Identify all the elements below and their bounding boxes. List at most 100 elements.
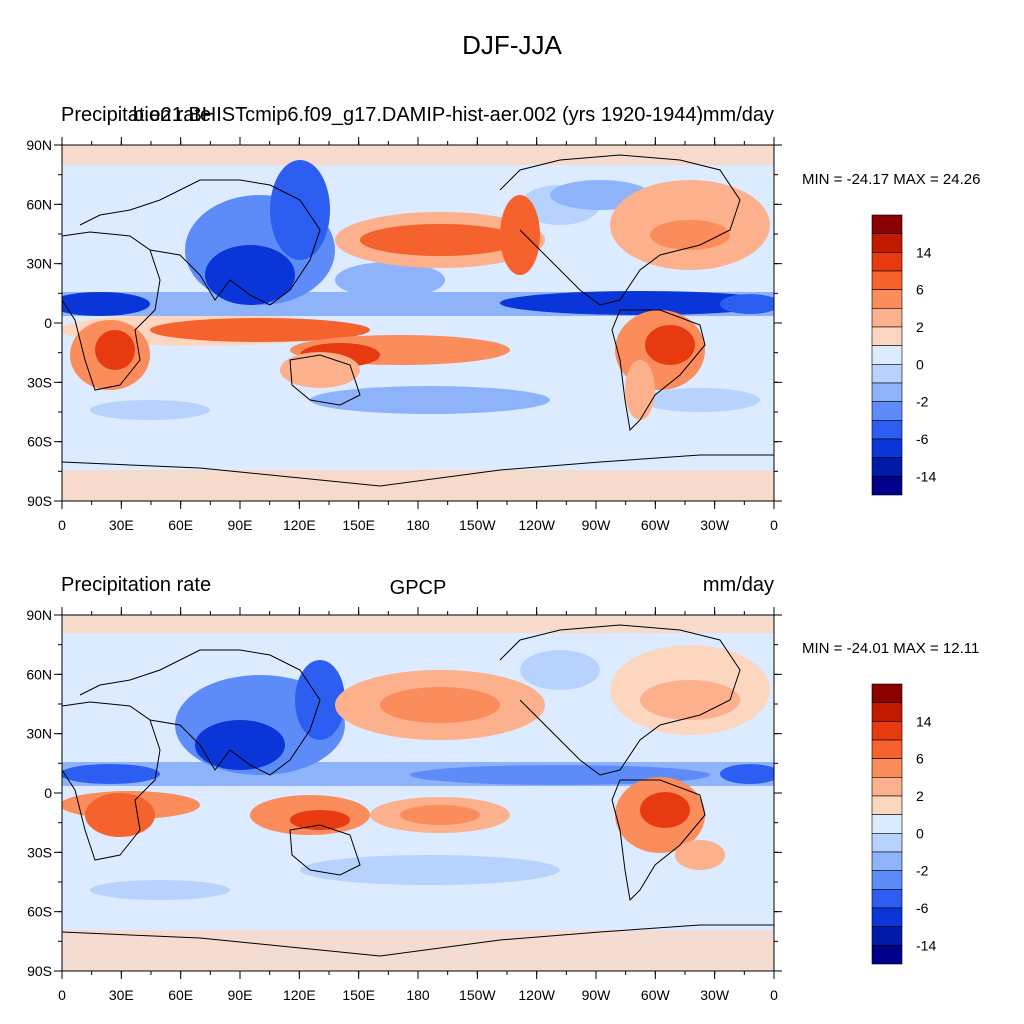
lon-tick-label: 30E — [109, 517, 134, 533]
colorbar-swatch — [871, 326, 903, 346]
colorbar-swatch — [871, 420, 903, 440]
min-max-readout: MIN = -24.01 MAX = 12.11 — [802, 640, 979, 657]
lon-tick-label: 180 — [406, 517, 430, 533]
lon-tick-label: 0 — [58, 517, 66, 533]
coastlines — [62, 154, 774, 487]
coastlines — [62, 624, 774, 957]
colorbar-swatch — [871, 758, 903, 778]
map-axes: 90N 60N 30N 0 30S 60S 90S 0 30E 60E 90E 120E 150E 180… — [26, 137, 782, 533]
lon-tick-label: 0 — [770, 517, 778, 533]
lat-tick-label: 30S — [27, 374, 52, 390]
lat-tick-label: 0 — [44, 785, 52, 801]
colorbar-tick-label: 2 — [916, 319, 924, 335]
colorbar-swatch — [871, 438, 903, 458]
colorbar-tick-label: -2 — [916, 394, 929, 410]
colorbar-swatch — [871, 945, 903, 965]
lat-tick-label: 90S — [27, 493, 52, 509]
panel-units-label: mm/day — [702, 574, 774, 596]
colorbar-swatch — [871, 289, 903, 309]
colorbar-gpcp: 14 6 2 0 -2 -6 -14 — [871, 683, 936, 965]
precip-difference-field — [62, 145, 774, 501]
lat-tick-label: 60S — [27, 434, 52, 450]
colorbar-tick-label: -14 — [916, 937, 936, 953]
colorbar-model: 14 6 2 0 -2 -6 -14 — [871, 214, 936, 496]
colorbar-tick-label: -6 — [916, 431, 929, 447]
lon-tick-label: 30W — [700, 987, 730, 1003]
min-value: MIN = -24.17 — [802, 171, 890, 188]
panel-left-label: Precipitation rate — [61, 574, 212, 596]
lon-tick-label: 90W — [582, 517, 612, 533]
colorbar-tick-label: -14 — [916, 468, 936, 484]
lat-tick-label: 0 — [44, 315, 52, 331]
lat-tick-label: 60N — [26, 666, 52, 682]
colorbar-tick-label: 2 — [916, 788, 924, 804]
colorbar-swatch — [871, 889, 903, 909]
colorbar-swatch — [871, 345, 903, 365]
colorbar-tick-label: -2 — [916, 863, 929, 879]
lon-tick-label: 150W — [459, 517, 496, 533]
colorbar-tick-label: 0 — [916, 825, 924, 841]
lat-tick-label: 30N — [26, 256, 52, 272]
lon-tick-label: 60W — [641, 517, 671, 533]
colorbar-swatch — [871, 214, 903, 234]
lat-tick-label: 90N — [26, 137, 52, 153]
colorbar-swatch — [871, 364, 903, 384]
lat-tick-label: 30N — [26, 726, 52, 742]
colorbar-tick-label: 14 — [916, 244, 932, 260]
map-plot-gpcp: 90N 60N 30N 0 30S 60S 90S 0 30E 60E 90E 120E 150E 180… — [26, 607, 782, 1003]
lon-tick-label: 120E — [283, 517, 316, 533]
lon-tick-label: 180 — [406, 987, 430, 1003]
colorbar-swatch — [871, 870, 903, 890]
colorbar-swatch — [871, 401, 903, 421]
colorbar-swatch — [871, 739, 903, 759]
lon-tick-label: 120E — [283, 987, 316, 1003]
colorbar-tick-label: 14 — [916, 713, 932, 729]
lon-tick-label: 120W — [518, 987, 555, 1003]
lon-tick-label: 90W — [582, 987, 612, 1003]
lon-tick-label: 0 — [58, 987, 66, 1003]
min-value: MIN = -24.01 — [802, 640, 890, 657]
lon-tick-label: 150W — [459, 987, 496, 1003]
lon-tick-label: 150E — [342, 987, 375, 1003]
lat-tick-label: 30S — [27, 844, 52, 860]
max-value: MAX = 12.11 — [893, 640, 980, 657]
lon-tick-label: 120W — [518, 517, 555, 533]
colorbar-swatch — [871, 795, 903, 815]
min-max-readout: MIN = -24.17 MAX = 24.26 — [802, 171, 980, 188]
colorbar-swatch — [871, 308, 903, 328]
colorbar-swatch — [871, 851, 903, 871]
lat-tick-label: 90S — [27, 963, 52, 979]
lon-tick-label: 60W — [641, 987, 671, 1003]
map-plot-model: 90N 60N 30N 0 30S 60S 90S 0 30E 60E 90E 120E 150E 180… — [26, 137, 782, 533]
colorbar-swatch — [871, 814, 903, 834]
lat-tick-label: 60N — [26, 196, 52, 212]
colorbar-tick-label: 0 — [916, 356, 924, 372]
colorbar-swatch — [871, 457, 903, 477]
lon-tick-label: 60E — [168, 987, 193, 1003]
panel-center-label: b.e21.BHISTcmip6.f09_g17.DAMIP-hist-aer.… — [132, 104, 704, 126]
colorbar-swatch — [871, 907, 903, 927]
lat-tick-label: 90N — [26, 607, 52, 623]
colorbar-tick-label: 6 — [916, 282, 924, 298]
colorbar-swatch — [871, 721, 903, 741]
lon-tick-label: 90E — [228, 987, 253, 1003]
lon-tick-label: 0 — [770, 987, 778, 1003]
colorbar-swatch — [871, 702, 903, 722]
colorbar-swatch — [871, 252, 903, 272]
figure-title: DJF-JJA — [462, 30, 562, 60]
lon-tick-label: 60E — [168, 517, 193, 533]
colorbar-swatch — [871, 382, 903, 402]
colorbar-swatch — [871, 833, 903, 853]
max-value: MAX = 24.26 — [893, 171, 981, 188]
lon-tick-label: 30W — [700, 517, 730, 533]
colorbar-swatch — [871, 926, 903, 946]
lat-tick-label: 60S — [27, 904, 52, 920]
lon-tick-label: 150E — [342, 517, 375, 533]
panel-units-label: mm/day — [702, 104, 774, 126]
lon-tick-label: 90E — [228, 517, 253, 533]
colorbar-tick-label: -6 — [916, 900, 929, 916]
map-axes: 90N 60N 30N 0 30S 60S 90S 0 30E 60E 90E 120E 150E 180… — [26, 607, 782, 1003]
panel-center-label: GPCP — [389, 577, 447, 599]
colorbar-swatch — [871, 476, 903, 496]
precip-difference-field — [62, 615, 774, 971]
